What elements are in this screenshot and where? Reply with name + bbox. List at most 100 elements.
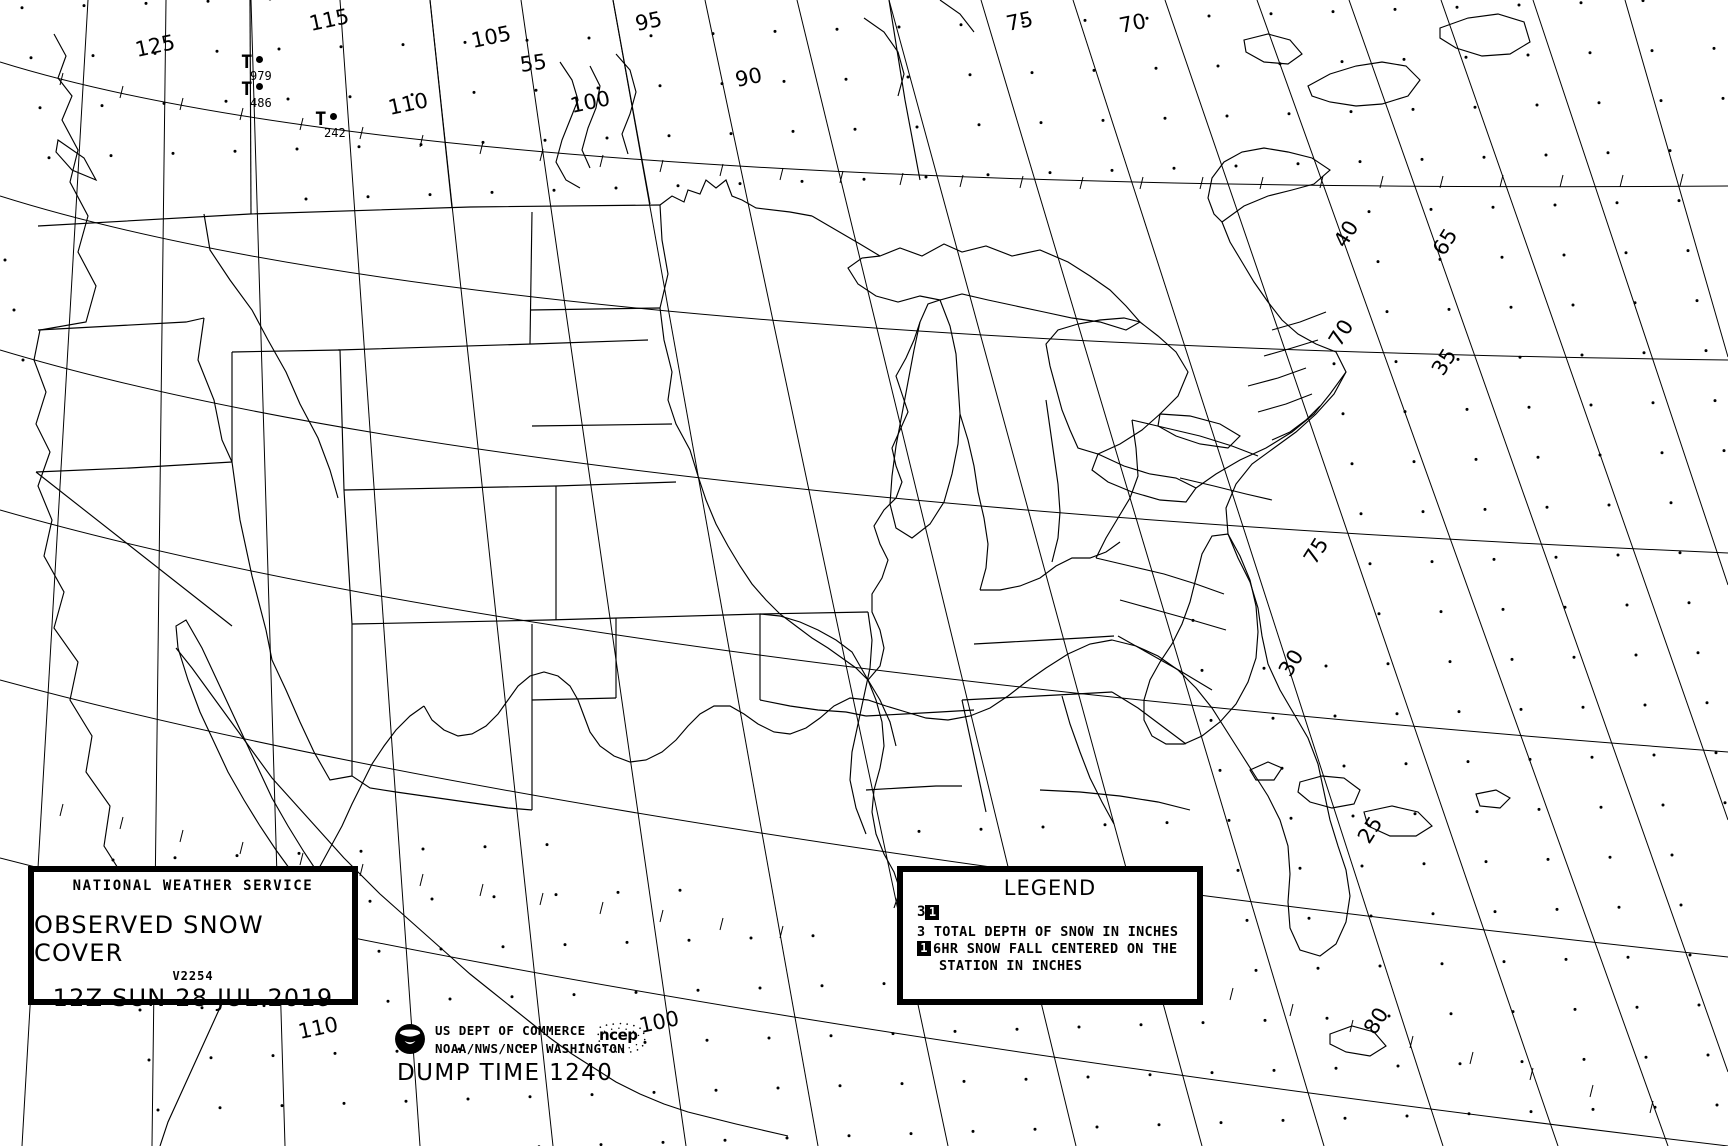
station-observation: T 486 xyxy=(241,80,272,111)
version-label: V2254 xyxy=(172,969,214,983)
grid-dot xyxy=(1456,357,1460,361)
grid-dot xyxy=(1598,453,1602,457)
grid-dot xyxy=(1634,653,1638,657)
grid-dot xyxy=(1491,205,1495,209)
grid-dot xyxy=(421,847,425,851)
grid-dot xyxy=(1553,203,1557,207)
grid-dot xyxy=(3,258,7,262)
grid-dot xyxy=(1677,199,1681,203)
grid-dot xyxy=(1555,907,1559,911)
grid-dot xyxy=(401,43,405,47)
grid-dot xyxy=(206,0,210,3)
grid-dot xyxy=(1626,955,1630,959)
station-weather-symbol: T xyxy=(315,108,327,130)
grid-dot xyxy=(1413,812,1417,816)
grid-dot xyxy=(29,56,33,60)
grid-dot xyxy=(147,1058,151,1062)
legend-title: LEGEND xyxy=(1003,876,1097,900)
grid-dot xyxy=(215,49,219,53)
grid-dot xyxy=(359,849,363,853)
grid-dot xyxy=(82,4,86,8)
longitude-label: 90 xyxy=(733,63,764,92)
grid-dot xyxy=(1457,710,1461,714)
grid-dot xyxy=(1083,18,1087,22)
grid-dot xyxy=(563,943,567,947)
grid-dot xyxy=(1200,668,1204,672)
grid-dot xyxy=(811,934,815,938)
grid-dot xyxy=(1103,823,1107,827)
longitude-label: 125 xyxy=(133,30,177,62)
latitude-label: 75 xyxy=(1299,533,1334,568)
grid-dot xyxy=(218,1106,222,1110)
grid-dot xyxy=(1376,260,1380,264)
grid-dot xyxy=(1210,1071,1214,1075)
grid-dot xyxy=(1705,701,1709,705)
grid-dot xyxy=(1316,966,1320,970)
grid-dot xyxy=(1404,762,1408,766)
grid-dot xyxy=(233,149,237,153)
grid-dot xyxy=(1591,1107,1595,1111)
grid-dot xyxy=(711,32,715,36)
grid-dot xyxy=(782,79,786,83)
grid-dot xyxy=(463,40,467,44)
grid-dot xyxy=(430,897,434,901)
grid-dot xyxy=(1500,255,1504,259)
grid-dot xyxy=(1358,160,1362,164)
grid-dot xyxy=(1262,666,1266,670)
grid-dot xyxy=(1349,110,1353,114)
grid-dot xyxy=(1653,1105,1657,1109)
grid-dot xyxy=(1712,46,1716,50)
station-observation: T 979 xyxy=(241,53,272,84)
grid-dot xyxy=(1393,7,1397,11)
grid-dot xyxy=(1650,49,1654,53)
grid-dot xyxy=(1386,662,1390,666)
station-id-value: 486 xyxy=(250,96,272,110)
grid-dot xyxy=(173,856,177,860)
grid-dot xyxy=(457,1047,461,1051)
grid-dot xyxy=(1544,153,1548,157)
grid-dot xyxy=(386,999,390,1003)
latitude-label: 70 xyxy=(1324,315,1359,350)
grid-dot xyxy=(915,125,919,129)
grid-dot xyxy=(348,95,352,99)
grid-dot xyxy=(280,1104,284,1108)
grid-dot xyxy=(1465,407,1469,411)
grid-dot xyxy=(1517,3,1521,7)
grid-dot xyxy=(1438,257,1442,261)
grid-dot xyxy=(1529,1110,1533,1114)
grid-dot xyxy=(758,986,762,990)
grid-dot xyxy=(1396,1064,1400,1068)
grid-dot xyxy=(1033,1127,1037,1131)
longitude-label: 115 xyxy=(307,4,351,36)
grid-dot xyxy=(490,190,494,194)
grid-dot xyxy=(1644,1055,1648,1059)
grid-dot xyxy=(1599,805,1603,809)
grid-dot xyxy=(1236,868,1240,872)
grid-dot xyxy=(277,47,281,51)
grid-dot xyxy=(545,843,549,847)
grid-dot xyxy=(1021,21,1025,25)
grid-dot xyxy=(1493,910,1497,914)
latitude-label: 80 xyxy=(1359,1003,1394,1038)
grid-dot xyxy=(1412,460,1416,464)
grid-dot xyxy=(909,1132,913,1136)
grid-dot xyxy=(1562,253,1566,257)
grid-dot xyxy=(676,184,680,188)
grid-dot xyxy=(552,188,556,192)
grid-dot xyxy=(1706,1053,1710,1057)
grid-dot xyxy=(1617,905,1621,909)
grid-dot xyxy=(1668,149,1672,153)
grid-dot xyxy=(1536,455,1540,459)
grid-dot xyxy=(1588,51,1592,55)
grid-dot xyxy=(1271,716,1275,720)
grid-dot xyxy=(1092,68,1096,72)
grid-dot xyxy=(1597,101,1601,105)
grid-dot xyxy=(862,177,866,181)
grid-dot xyxy=(1606,151,1610,155)
grid-dot xyxy=(853,127,857,131)
grid-dot xyxy=(1431,912,1435,916)
latitude-label: 35 xyxy=(1427,344,1462,379)
grid-dot xyxy=(1287,112,1291,116)
product-title-box: NATIONAL WEATHER SERVICE OBSERVED SNOW C… xyxy=(28,866,358,1012)
